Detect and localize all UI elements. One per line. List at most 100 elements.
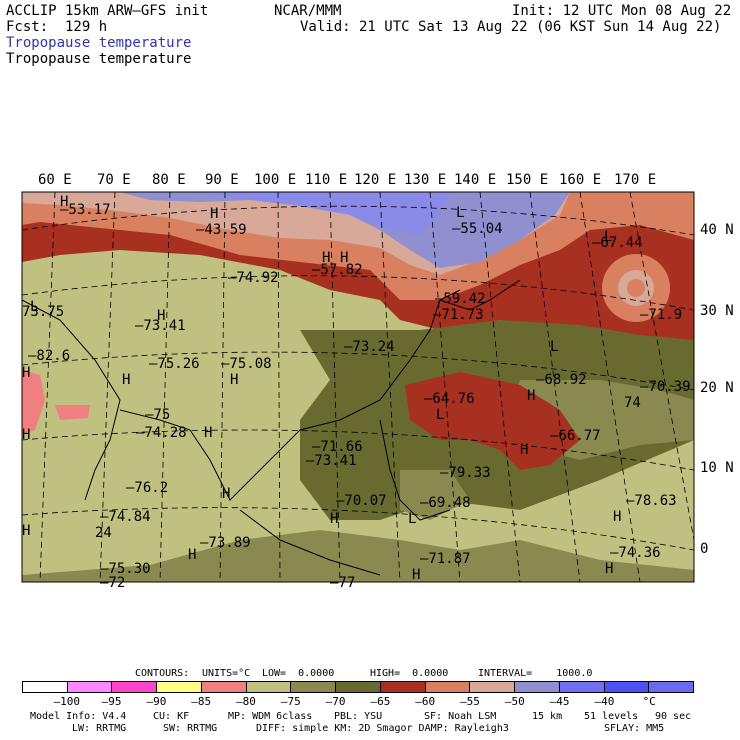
high-label: HIGH= 0.0000 — [370, 668, 449, 679]
extremum-value: –71.66 — [312, 439, 363, 455]
longitude-label: 60 E — [38, 172, 72, 188]
colorbar-swatch — [23, 682, 68, 692]
colorbar-tick-label: –65 — [370, 695, 391, 708]
sw-info: SW: RRTMG — [163, 723, 218, 734]
colorbar-swatch — [157, 682, 202, 692]
colorbar-tick-label: –90 — [146, 695, 167, 708]
extremum-value: –77 — [330, 575, 356, 591]
extremum-value: –75.08 — [221, 356, 272, 372]
extremum-value: –73.41 — [135, 318, 186, 334]
high-center-marker: H — [605, 561, 614, 577]
extremum-value: –66.77 — [550, 428, 601, 444]
colorbar-tick-label: –85 — [191, 695, 212, 708]
extremum-value: –68.92 — [536, 372, 587, 388]
cu-info: CU: KF — [153, 711, 190, 722]
forecast-hour: Fcst: 129 h — [6, 19, 108, 35]
extremum-value: –73.41 — [306, 453, 357, 469]
colorbar-swatch — [246, 682, 292, 692]
extremum-value: –73.24 — [344, 339, 395, 355]
low-center-marker: L — [456, 205, 465, 221]
field-title-primary: Tropopause temperature — [6, 35, 192, 51]
latitude-label: 10 N — [700, 460, 734, 476]
extremum-value: –70.07 — [336, 493, 387, 509]
low-center-marker: L — [408, 511, 417, 527]
extremum-value: –71.9 — [640, 307, 683, 323]
levels-info: 51 levels — [584, 711, 639, 722]
colorbar — [22, 681, 694, 693]
sflay-info: SFLAY: MM5 — [604, 723, 665, 734]
colorbar-tick-label: –80 — [236, 695, 256, 708]
longitude-label: 90 E — [205, 172, 239, 188]
high-center-marker: H — [412, 567, 421, 583]
high-center-marker: H — [22, 523, 31, 539]
contours-label: CONTOURS: — [135, 668, 190, 679]
extremum-value: –69.48 — [420, 495, 471, 511]
high-center-marker: H — [157, 308, 166, 324]
colorbar-swatch — [604, 682, 650, 692]
timestep-info: 90 sec — [655, 711, 692, 722]
longitude-label: 110 E — [305, 172, 348, 188]
high-center-marker: H — [22, 365, 31, 381]
colorbar-tick-label: °C — [642, 695, 656, 708]
high-center-marker: H — [613, 509, 622, 525]
longitude-label: 130 E — [404, 172, 447, 188]
colorbar-tick-label: –100 — [53, 695, 81, 708]
colorbar-tick-label: –70 — [325, 695, 346, 708]
latitude-label: 20 N — [700, 380, 734, 396]
lw-info: LW: RRTMG — [72, 723, 127, 734]
extremum-value: –59.42 — [435, 291, 486, 307]
extremum-value: –75 — [145, 407, 171, 423]
extremum-value: –78.63 — [626, 493, 677, 509]
colorbar-swatch — [201, 682, 247, 692]
longitude-label: 160 E — [559, 172, 602, 188]
longitude-label: 150 E — [506, 172, 549, 188]
units-label: UNITS=°C — [202, 668, 251, 679]
extremum-value: –82.6 — [28, 348, 71, 364]
colorbar-swatch — [425, 682, 471, 692]
colorbar-swatch — [649, 682, 694, 692]
extremum-value: –74.84 — [100, 509, 151, 525]
extremum-value: –53.17 — [60, 202, 111, 218]
extremum-value: –70.39 — [640, 379, 691, 395]
low-center-marker: L — [30, 299, 39, 315]
longitude-label: 70 E — [97, 172, 131, 188]
extremum-value: –74.36 — [610, 545, 661, 561]
high-center-marker: H — [330, 511, 339, 527]
extremum-value: –74.92 — [228, 270, 279, 286]
latitude-label: 40 N — [700, 222, 734, 238]
extremum-value: –67.44 — [592, 235, 643, 251]
extremum-value: –74.28 — [136, 425, 187, 441]
colorbar-swatch — [380, 682, 426, 692]
colorbar-tick-label: –95 — [101, 695, 122, 708]
high-center-marker: H — [222, 486, 231, 502]
latitude-label: 30 N — [700, 303, 734, 319]
high-center-marker: H — [60, 194, 69, 210]
extremum-value: –79.33 — [440, 465, 491, 481]
low-center-marker: L — [550, 339, 559, 355]
temperature-field — [22, 192, 694, 582]
extremum-value: –64.76 — [424, 391, 475, 407]
low-label: LOW= 0.0000 — [262, 668, 335, 679]
extremum-value: –71.73 — [433, 307, 484, 323]
colorbar-tick-label: –75 — [280, 695, 301, 708]
diff-info: DIFF: simple KM: 2D Smagor DAMP: Rayleig… — [256, 723, 509, 734]
init-time: Init: 12 UTC Mon 08 Aug 22 — [512, 3, 732, 19]
extremum-value: –76.2 — [126, 480, 169, 496]
extremum-value: –57.82 — [312, 262, 363, 278]
low-center-marker: L — [604, 229, 613, 245]
colorbar-swatch — [112, 682, 158, 692]
longitude-label: 120 E — [354, 172, 397, 188]
colorbar-tick-label: –50 — [504, 695, 525, 708]
longitude-label: 170 E — [614, 172, 657, 188]
high-center-marker: H — [188, 547, 197, 563]
colorbar-tick-label: –45 — [549, 695, 570, 708]
latitude-label: 0 — [700, 541, 709, 557]
longitude-label: 80 E — [152, 172, 186, 188]
high-center-marker: H — [340, 250, 349, 266]
high-center-marker: H — [520, 442, 529, 458]
high-center-marker: H — [230, 372, 239, 388]
extremum-value: –75.30 — [100, 561, 151, 577]
colorbar-swatch — [470, 682, 516, 692]
model-title: ACCLIP 15km ARW–GFS init — [6, 3, 209, 19]
